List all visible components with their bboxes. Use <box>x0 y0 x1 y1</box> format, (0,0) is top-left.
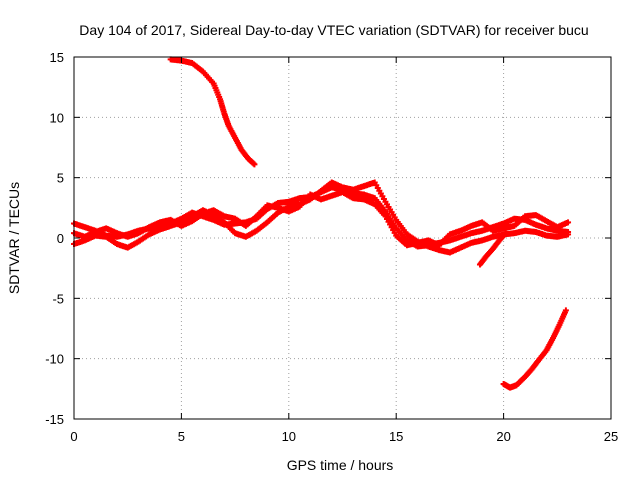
y-tick-label: -5 <box>52 291 64 306</box>
y-tick-label: -10 <box>45 352 64 367</box>
data-point <box>502 230 509 237</box>
y-tick-label: 10 <box>50 110 64 125</box>
x-tick-label: 5 <box>178 429 185 444</box>
y-tick-label: 5 <box>57 171 64 186</box>
series-track-1 <box>71 184 572 250</box>
series-track-4 <box>167 56 258 168</box>
series-track-3 <box>71 189 572 249</box>
x-tick-label: 10 <box>282 429 296 444</box>
x-tick-label: 20 <box>496 429 510 444</box>
y-tick-label: 15 <box>50 50 64 65</box>
x-axis-label: GPS time / hours <box>287 457 394 473</box>
data-points <box>71 56 572 391</box>
data-point <box>565 231 572 238</box>
y-tick-label: 0 <box>57 231 64 246</box>
data-point <box>562 307 569 314</box>
chart-title: Day 104 of 2017, Sidereal Day-to-day VTE… <box>79 22 588 38</box>
x-tick-label: 15 <box>389 429 403 444</box>
axis-ticks: 0 5 10 15 20 25 -15 -10 -5 0 5 10 15 <box>45 50 618 444</box>
series-track-5 <box>476 230 509 268</box>
x-tick-label: 0 <box>70 429 77 444</box>
x-tick-label: 25 <box>604 429 618 444</box>
grid-lines <box>74 57 611 419</box>
y-axis-label: SDTVAR / TECUs <box>6 182 22 294</box>
data-point <box>251 161 258 168</box>
series-track-6 <box>500 307 569 391</box>
data-point <box>565 219 572 226</box>
y-tick-label: -15 <box>45 412 64 427</box>
